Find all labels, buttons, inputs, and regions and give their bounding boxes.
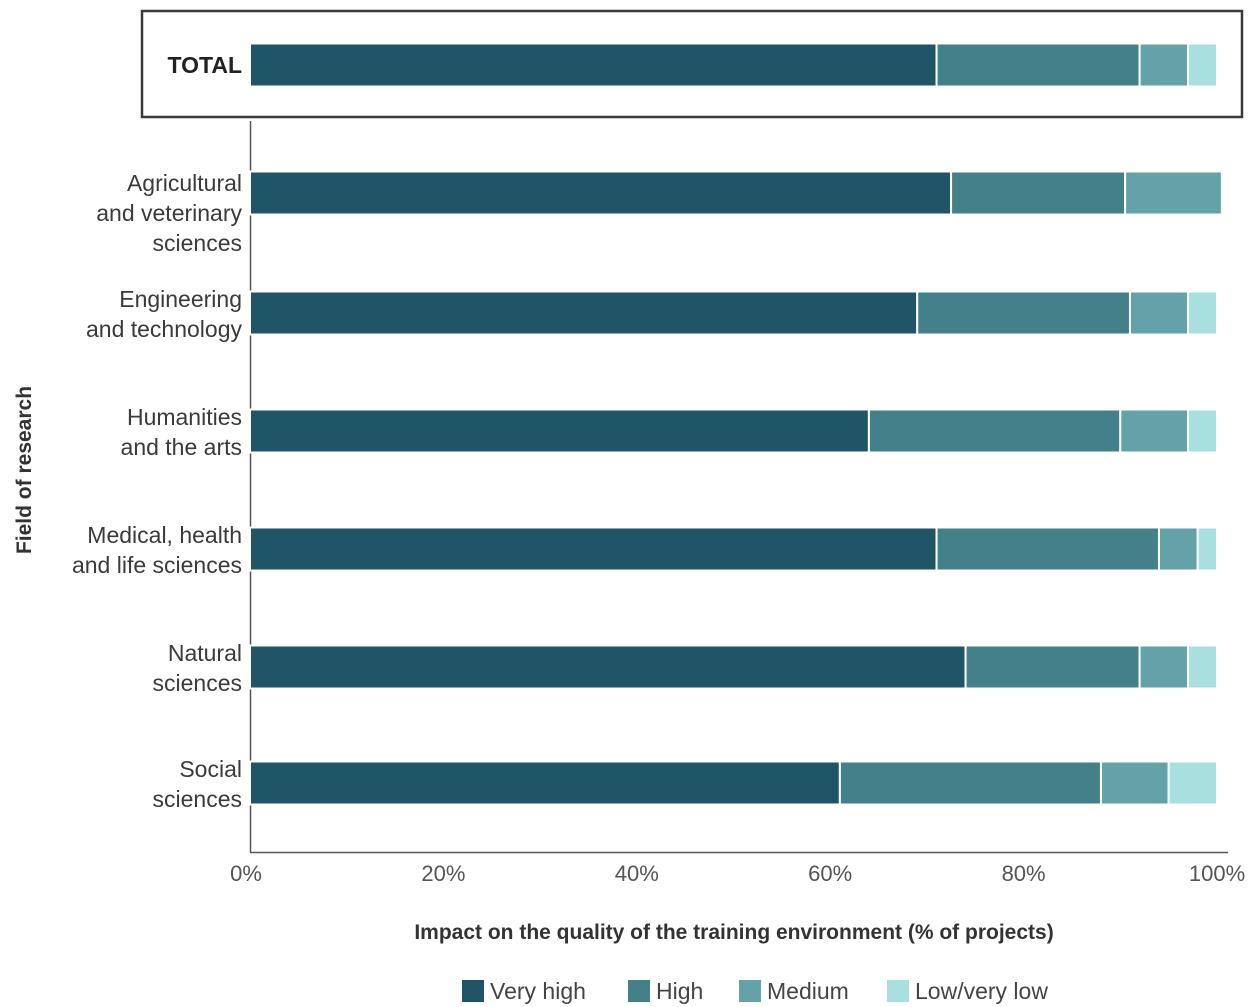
bar-5-segment-medium xyxy=(1099,760,1170,806)
legend-label: Very high xyxy=(490,978,586,1004)
total-bar-segment-low-very-low xyxy=(1186,42,1218,88)
legend-label: Medium xyxy=(767,978,849,1004)
bar-0-segment-high xyxy=(950,170,1127,216)
legend-swatch xyxy=(462,980,484,1002)
bar-1-segment-high xyxy=(916,290,1131,336)
bar-2-segment-medium xyxy=(1119,408,1189,454)
bar-3-segment-very-high xyxy=(249,526,938,572)
bar-4-segment-high xyxy=(964,644,1141,690)
legend-swatch xyxy=(739,980,761,1002)
category-label-line: and veterinary xyxy=(96,200,242,226)
total-box xyxy=(140,9,1244,119)
bar-3-segment-medium xyxy=(1157,526,1199,572)
category-label-line: Natural xyxy=(168,640,242,666)
bar-1-segment-very-high xyxy=(249,290,919,336)
x-tick-label: 80% xyxy=(1002,861,1046,886)
category-label-line: and life sciences xyxy=(72,552,242,578)
legend-label: Low/very low xyxy=(915,978,1048,1004)
total-bar-segment-high xyxy=(935,42,1141,88)
x-tick-label: 100% xyxy=(1189,861,1245,886)
category-label: Social sciences xyxy=(153,756,242,812)
category-label-line: sciences xyxy=(153,670,242,696)
category-label-line: Agricultural xyxy=(127,170,242,196)
total-label: TOTAL xyxy=(167,52,242,78)
category-label-line: and technology xyxy=(86,316,243,342)
total-bar-segment-very-high xyxy=(249,42,938,88)
category-label: Engineering and technology xyxy=(86,286,243,342)
legend-label: High xyxy=(656,978,703,1004)
bar-5-segment-low-very-low xyxy=(1167,760,1219,806)
category-label: Humanities and the arts xyxy=(121,404,242,460)
category-label-line: sciences xyxy=(153,786,242,812)
x-tick-label: 20% xyxy=(421,861,465,886)
category-label-line: Social xyxy=(179,756,242,782)
bar-5-segment-high xyxy=(838,760,1102,806)
bar-2-segment-low-very-low xyxy=(1186,408,1218,454)
category-label-line: sciences xyxy=(153,230,242,256)
category-label: Agricultural and veterinary sciences xyxy=(96,170,242,256)
bar-0-segment-medium xyxy=(1124,170,1223,216)
y-axis-title: Field of research xyxy=(13,386,36,554)
bar-3-segment-high xyxy=(935,526,1160,572)
bars-layer xyxy=(249,42,1223,806)
category-label: Medical, health and life sciences xyxy=(72,522,242,578)
bar-1-segment-low-very-low xyxy=(1186,290,1218,336)
total-bar-segment-medium xyxy=(1138,42,1189,88)
category-label-line: and the arts xyxy=(121,434,242,460)
x-tick-label: 60% xyxy=(808,861,852,886)
category-label: Natural sciences xyxy=(153,640,242,696)
bar-5-segment-very-high xyxy=(249,760,841,806)
legend: Very high High Medium Low/very low xyxy=(462,978,1048,1004)
bar-4-segment-medium xyxy=(1138,644,1189,690)
bar-4-segment-very-high xyxy=(249,644,967,690)
bar-1-segment-medium xyxy=(1128,290,1189,336)
legend-swatch xyxy=(628,980,650,1002)
x-tick-label: 40% xyxy=(615,861,659,886)
category-label-line: Humanities xyxy=(127,404,242,430)
bar-0-segment-very-high xyxy=(249,170,953,216)
x-tick-labels: 0% 20% 40% 60% 80% 100% xyxy=(230,861,1245,886)
category-label-line: Medical, health xyxy=(87,522,242,548)
bar-3-segment-low-very-low xyxy=(1196,526,1219,572)
legend-swatch xyxy=(887,980,909,1002)
x-axis-title: Impact on the quality of the training en… xyxy=(414,921,1053,944)
bar-4-segment-low-very-low xyxy=(1186,644,1218,690)
bar-2-segment-high xyxy=(867,408,1122,454)
category-labels: Agricultural and veterinary sciences Engine… xyxy=(72,170,243,812)
x-tick-label: 0% xyxy=(230,861,262,886)
bar-2-segment-very-high xyxy=(249,408,870,454)
category-label-line: Engineering xyxy=(119,286,242,312)
